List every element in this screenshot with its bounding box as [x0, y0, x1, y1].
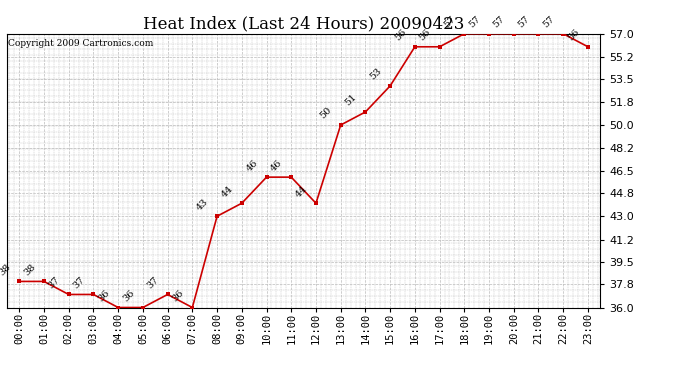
Title: Heat Index (Last 24 Hours) 20090423: Heat Index (Last 24 Hours) 20090423	[143, 15, 464, 32]
Text: 36: 36	[96, 288, 111, 303]
Text: 44: 44	[219, 184, 235, 199]
Text: 44: 44	[294, 184, 309, 199]
Text: 56: 56	[417, 28, 433, 43]
Text: 57: 57	[442, 15, 457, 30]
Text: 57: 57	[541, 15, 556, 30]
Text: 53: 53	[368, 67, 383, 82]
Text: 46: 46	[269, 158, 284, 173]
Text: 43: 43	[195, 197, 210, 212]
Text: 37: 37	[146, 275, 161, 290]
Text: 37: 37	[71, 275, 86, 290]
Text: 50: 50	[319, 106, 334, 121]
Text: 38: 38	[22, 262, 37, 277]
Text: 37: 37	[46, 275, 62, 290]
Text: 36: 36	[121, 288, 136, 303]
Text: 57: 57	[516, 15, 531, 30]
Text: 51: 51	[344, 93, 359, 108]
Text: 36: 36	[170, 288, 186, 303]
Text: 57: 57	[467, 15, 482, 30]
Text: 57: 57	[492, 15, 507, 30]
Text: Copyright 2009 Cartronics.com: Copyright 2009 Cartronics.com	[8, 39, 153, 48]
Text: 56: 56	[393, 28, 408, 43]
Text: 38: 38	[0, 262, 12, 277]
Text: 56: 56	[566, 28, 581, 43]
Text: 46: 46	[244, 158, 259, 173]
